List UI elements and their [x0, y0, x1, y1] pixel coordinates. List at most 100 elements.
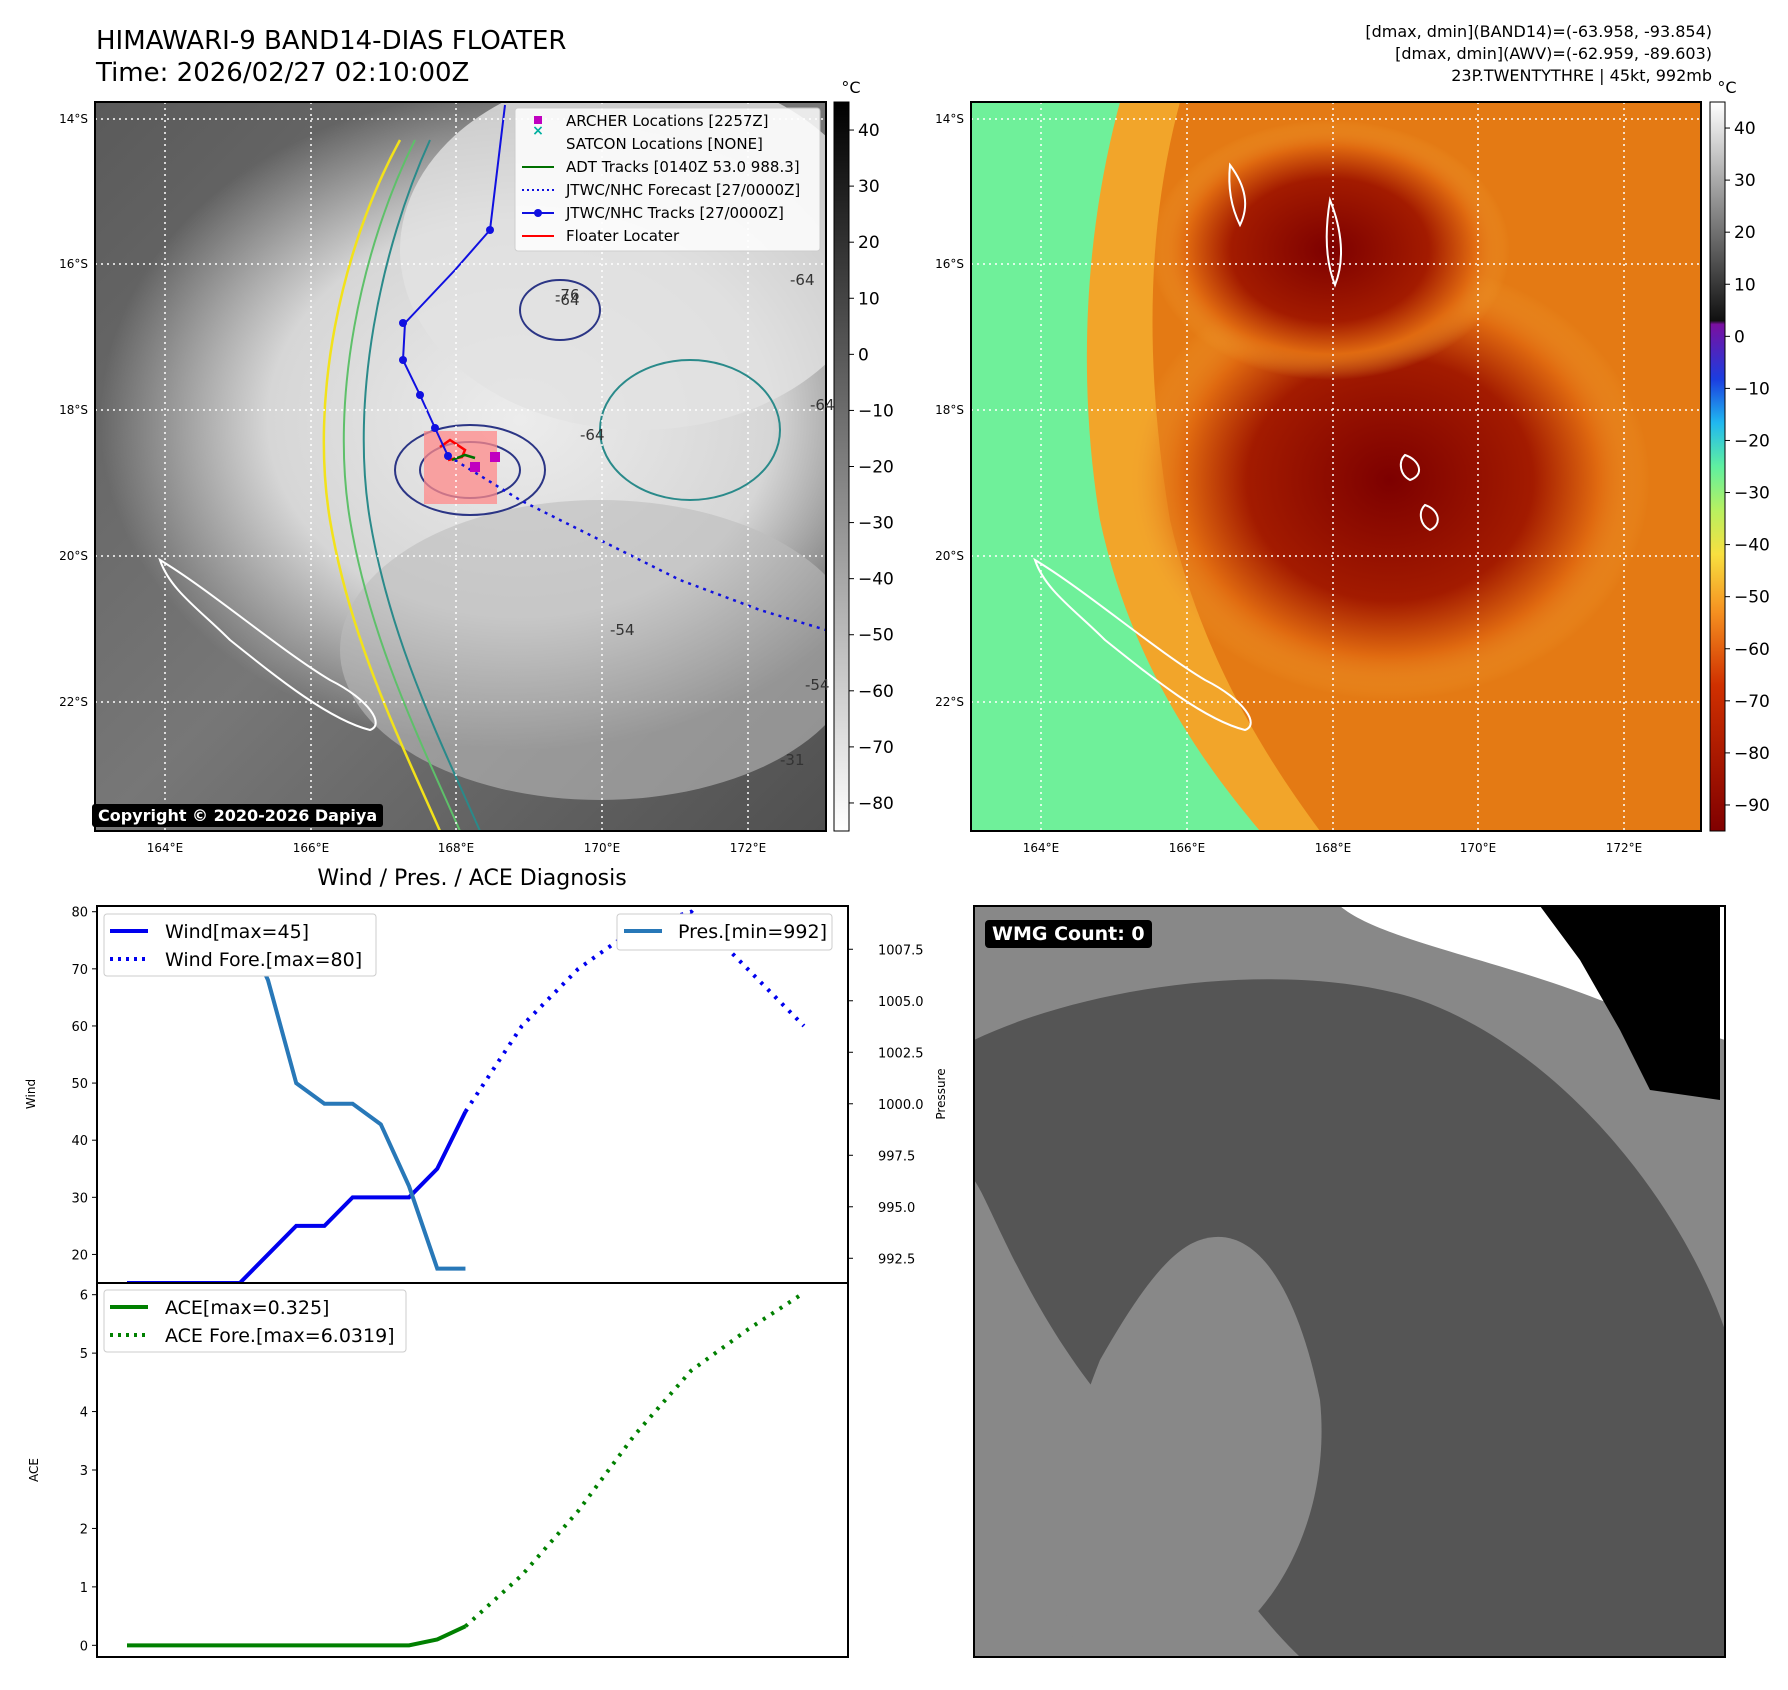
ace-y-tick-label: 5	[80, 1347, 88, 1362]
info-line-1: [dmax, dmin](BAND14)=(-63.958, -93.854)	[1365, 22, 1712, 41]
svg-text:172°E: 172°E	[1606, 841, 1643, 855]
wv-colorbar-tick-label: −30	[1734, 484, 1770, 504]
ir-colorbar: °C 40 30 20 10 0 −10 −20 −30 −40 −50 −60 −70 −80	[833, 78, 894, 832]
svg-text:20°S: 20°S	[935, 549, 964, 563]
jtwc-track	[401, 104, 506, 457]
diagnosis-title: Wind / Pres. / ACE Diagnosis	[317, 866, 626, 891]
legend-forecast: JTWC/NHC Forecast [27/0000Z]	[565, 181, 800, 199]
wv-colorbar-tick-label: −60	[1734, 640, 1770, 660]
legend-archer: ARCHER Locations [2257Z]	[566, 112, 769, 130]
wind-axis-label: Wind	[24, 1079, 38, 1109]
ace-chart: 0 1 2 3 4 5 6 ACE ACE[max=0.325] ACE Fore.[max…	[27, 1282, 849, 1658]
ir-colorbar-tick-label: −20	[858, 458, 894, 478]
svg-text:-64: -64	[555, 291, 580, 309]
ir-colorbar-tick-label: 30	[858, 177, 880, 197]
map-legend: × ARCHER Locations [2257Z] SATCON Locati…	[514, 107, 821, 252]
svg-text:22°S: 22°S	[935, 695, 964, 709]
pressure-y-tick-label: 997.5	[878, 1149, 915, 1164]
pressure-y-tick-label: 992.5	[878, 1252, 915, 1267]
wv-colorbar-tick-label: 10	[1734, 275, 1756, 295]
ir-colorbar-tick-label: −10	[858, 401, 894, 421]
pressure-y-tick-label: 1007.5	[878, 943, 924, 958]
svg-text:172°E: 172°E	[730, 841, 767, 855]
svg-text:14°S: 14°S	[59, 112, 88, 126]
wind-y-tick-label: 20	[71, 1248, 88, 1263]
wv-colorbar-tick-label: 0	[1734, 327, 1745, 347]
svg-text:18°S: 18°S	[59, 403, 88, 417]
ir-lon-labels: 164°E 166°E 168°E 170°E 172°E	[147, 841, 767, 855]
wind-y-tick-label: 30	[71, 1191, 88, 1206]
wind-y-tick-label: 60	[71, 1020, 88, 1035]
wind-legend	[103, 913, 377, 977]
wv-colorbar-tick-label: −90	[1734, 796, 1770, 816]
ace-y-tick-label: 3	[80, 1464, 88, 1479]
series-ace-fore-line	[464, 1291, 805, 1628]
legend-adt: ADT Tracks [0140Z 53.0 988.3]	[566, 158, 800, 176]
wind-y-tick-label: 70	[71, 963, 88, 978]
svg-text:14°S: 14°S	[935, 112, 964, 126]
ir-colorbar-tick-label: 40	[858, 121, 880, 141]
legend-satcon: SATCON Locations [NONE]	[566, 135, 763, 153]
ir-colorbar-tick-label: −40	[858, 570, 894, 590]
wv-colorbar-tick-label: 40	[1734, 119, 1756, 139]
archer-marker	[534, 116, 542, 124]
wind-pressure-chart: 20 30 40 50 60 70 80 992.5 995.0 997.5 1000.0 1002…	[24, 866, 948, 1285]
adt-track	[451, 453, 476, 462]
series-aceline	[127, 1624, 467, 1648]
satcon-marker: ×	[532, 123, 544, 139]
main-title: HIMAWARI-9 BAND14-DIAS FLOATER	[96, 26, 567, 56]
svg-text:168°E: 168°E	[1315, 841, 1352, 855]
svg-text:°C: °C	[841, 78, 860, 97]
svg-text:-31: -31	[780, 751, 805, 769]
info-line-3: 23P.TWENTYTHRE | 45kt, 992mb	[1451, 66, 1712, 85]
info-line-2: [dmax, dmin](AWV)=(-62.959, -89.603)	[1395, 44, 1712, 63]
timestamp: Time: 2026/02/27 02:10:00Z	[96, 58, 470, 88]
wind-fore-legend-label: Wind Fore.[max=80]	[165, 949, 362, 971]
jtwc-track-points	[399, 226, 494, 460]
wv-map-panel	[970, 101, 1702, 832]
wmg-count-badge: WMG Count: 0	[985, 920, 1152, 948]
wv-colorbar-tick-label: −10	[1734, 379, 1770, 399]
wv-colorbar-tick-label: −70	[1734, 692, 1770, 712]
svg-text:168°E: 168°E	[438, 841, 475, 855]
svg-text:-64: -64	[580, 426, 605, 444]
wv-lat-labels: 14°S 16°S 18°S 20°S 22°S	[935, 112, 964, 709]
svg-text:20°S: 20°S	[59, 549, 88, 563]
wv-colorbar: °C 40 30 20 10 0 −10 −20 −30 −40 −50 −60 −70 −80 −90	[1709, 78, 1770, 832]
legend-floater: Floater Locater	[566, 227, 680, 245]
svg-text:16°S: 16°S	[935, 257, 964, 271]
wmg-panel	[973, 905, 1726, 1658]
pressure-y-tick-label: 995.0	[878, 1201, 915, 1216]
copyright-badge: Copyright © 2020-2026 Dapiya	[92, 804, 384, 827]
pressure-axis-label: Pressure	[934, 1068, 948, 1119]
wv-colorbar-tick-label: 30	[1734, 171, 1756, 191]
svg-text:-54: -54	[610, 621, 635, 639]
archer-location-2	[490, 452, 500, 462]
archer-location	[470, 462, 480, 472]
ace-fore-legend-label: ACE Fore.[max=6.0319]	[165, 1325, 395, 1347]
ace-y-tick-label: 0	[80, 1639, 88, 1654]
contour-labels: -64 -76 -64 -64 -64 -54 -54 -31	[555, 271, 835, 769]
ace-y-tick-label: 2	[80, 1522, 88, 1537]
ir-colorbar-tick-label: 0	[858, 345, 869, 365]
wv-colorbar-tick-label: −50	[1734, 588, 1770, 608]
svg-text:16°S: 16°S	[59, 257, 88, 271]
pressure-y-tick-label: 1000.0	[878, 1098, 924, 1113]
ir-colorbar-tick-label: −50	[858, 626, 894, 646]
ir-colorbar-tick-label: −60	[858, 682, 894, 702]
svg-text:170°E: 170°E	[584, 841, 621, 855]
ace-legend-label: ACE[max=0.325]	[165, 1297, 329, 1319]
wv-colorbar-tick-label: −20	[1734, 431, 1770, 451]
svg-text:164°E: 164°E	[1023, 841, 1060, 855]
svg-text:164°E: 164°E	[147, 841, 184, 855]
wind-legend-label: Wind[max=45]	[165, 921, 309, 943]
svg-text:°C: °C	[1717, 78, 1736, 97]
ir-colorbar-tick-label: −70	[858, 738, 894, 758]
svg-text:-64: -64	[790, 271, 815, 289]
svg-text:22°S: 22°S	[59, 695, 88, 709]
ace-legend	[103, 1289, 407, 1353]
svg-text:18°S: 18°S	[935, 403, 964, 417]
track-legend-dot	[534, 209, 542, 217]
wind-y-tick-label: 50	[71, 1077, 88, 1092]
